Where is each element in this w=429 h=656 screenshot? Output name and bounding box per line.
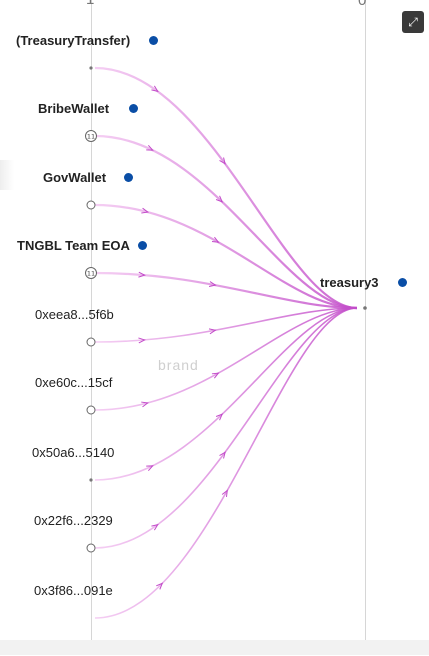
source-node-label[interactable]: (TreasuryTransfer) <box>16 33 131 48</box>
flow-edge[interactable] <box>94 66 358 310</box>
edge-arrow-icon <box>141 207 150 214</box>
watermark: brand <box>158 357 199 373</box>
flow-edge[interactable] <box>94 307 358 549</box>
left-axis-top-label: 1 <box>86 0 94 8</box>
source-node-label[interactable]: BribeWallet <box>38 101 110 116</box>
flow-edge[interactable] <box>94 307 358 343</box>
edge-arrow-icon <box>219 451 226 459</box>
target-node-label[interactable]: treasury3 <box>320 275 379 290</box>
edge-arrow-icon <box>146 465 154 472</box>
edge-arrow-icon <box>219 157 226 165</box>
source-ring-icon[interactable] <box>86 337 96 347</box>
expand-icon[interactable]: ⤢ <box>402 11 424 33</box>
source-point-icon[interactable] <box>89 478 93 482</box>
target-point-icon[interactable] <box>363 306 367 310</box>
source-node-label[interactable]: 0x22f6...2329 <box>34 513 113 528</box>
source-node-dot[interactable] <box>124 173 133 182</box>
source-node-label[interactable]: 0x3f86...091e <box>34 583 113 598</box>
source-badge-count: 11 <box>87 133 95 141</box>
source-ring-icon[interactable] <box>86 405 96 415</box>
source-ring-icon[interactable] <box>86 543 96 553</box>
flow-edge[interactable] <box>94 134 358 310</box>
flow-edge[interactable] <box>94 307 358 411</box>
edge-arrow-icon <box>151 85 159 93</box>
target-node-dot[interactable] <box>398 278 407 287</box>
source-ring-icon[interactable] <box>86 200 96 210</box>
edge-arrow-icon <box>208 281 217 287</box>
edge-arrow-icon <box>208 328 217 335</box>
source-node-dot[interactable] <box>149 36 158 45</box>
edge-arrow-icon <box>138 271 146 278</box>
edge-arrow-icon <box>138 337 146 344</box>
right-axis-top-label: 0 <box>358 0 367 9</box>
source-badge-icon[interactable] <box>85 130 97 142</box>
bottom-bar <box>0 640 429 655</box>
edge-arrow-icon <box>221 489 228 498</box>
source-node-dot[interactable] <box>138 241 147 250</box>
source-node-label[interactable]: GovWallet <box>43 170 107 185</box>
edge-arrow-icon <box>215 413 224 421</box>
edge-arrow-icon <box>211 236 220 243</box>
source-point-icon[interactable] <box>89 66 93 70</box>
flow-edge[interactable] <box>94 203 358 310</box>
source-node-label[interactable]: TNGBL Team EOA <box>17 238 130 253</box>
left-edge-shade <box>0 160 14 190</box>
source-node-label[interactable]: 0x50a6...5140 <box>32 445 115 460</box>
flow-edge[interactable] <box>94 307 358 481</box>
source-node-label[interactable]: 0xe60c...15cf <box>35 375 113 390</box>
flow-edge[interactable] <box>94 307 358 619</box>
source-node-dot[interactable] <box>129 104 138 113</box>
edge-arrow-icon <box>146 144 154 151</box>
source-node-label[interactable]: 0xeea8...5f6b <box>35 307 114 322</box>
left-axis-line <box>91 0 92 640</box>
edge-arrow-icon <box>141 401 149 408</box>
right-axis-line <box>365 0 366 640</box>
edge-arrow-icon <box>151 523 159 531</box>
edge-arrow-icon <box>215 195 224 203</box>
source-badge-count: 11 <box>87 270 95 278</box>
source-badge-icon[interactable] <box>85 267 97 279</box>
flow-edge[interactable] <box>94 271 358 310</box>
edge-arrow-icon <box>211 372 220 379</box>
edge-arrow-icon <box>156 582 164 590</box>
